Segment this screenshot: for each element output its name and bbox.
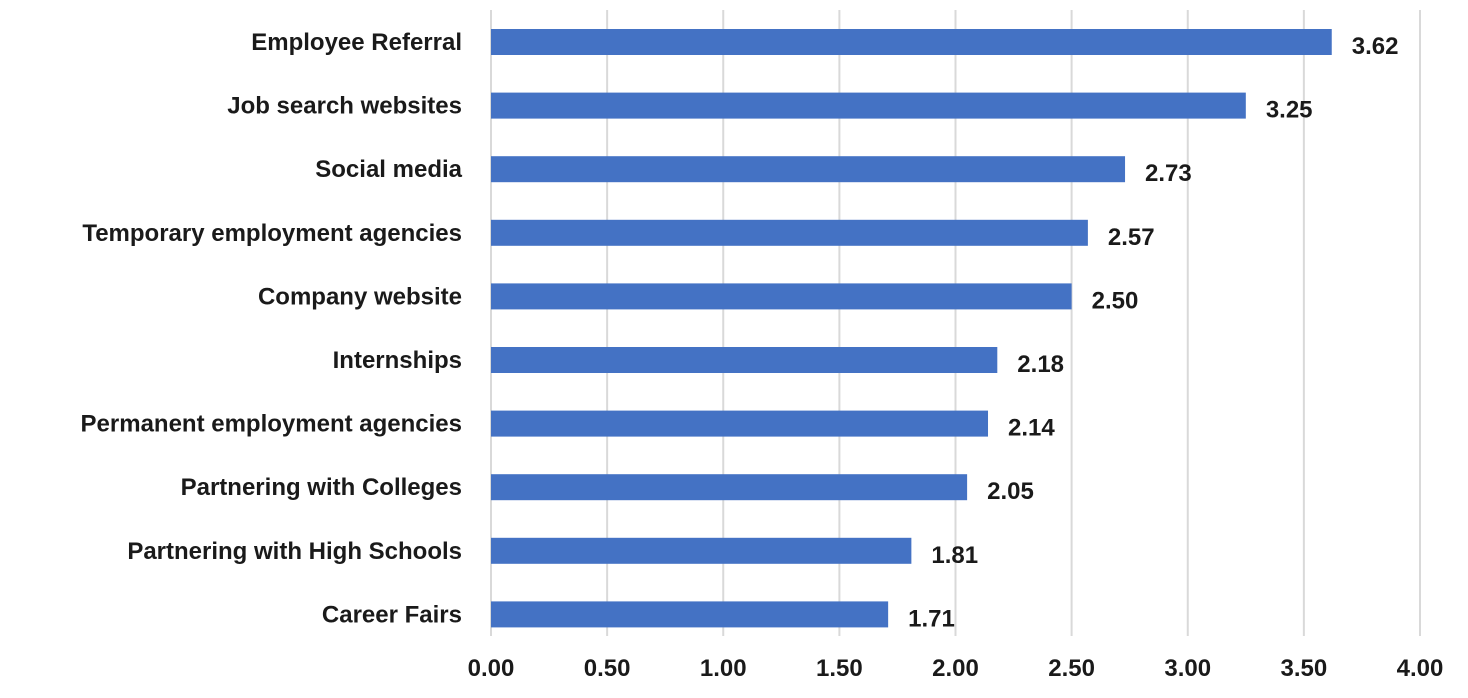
data-label: 2.18 bbox=[1017, 351, 1064, 378]
data-label: 2.57 bbox=[1108, 224, 1155, 251]
x-tick-label: 1.00 bbox=[700, 655, 747, 682]
data-label: 1.81 bbox=[931, 542, 978, 569]
bar bbox=[491, 156, 1126, 183]
data-label: 1.71 bbox=[908, 605, 955, 632]
x-axis-tick-labels: 0.00 0.50 1.00 1.50 2.00 2.50 3.00 3.50 4.00 bbox=[468, 655, 1444, 682]
data-label: 2.14 bbox=[1008, 415, 1055, 442]
value-labels: 3.62 3.25 2.73 2.57 2.50 2.18 2.14 2.05 1.81 1.71 bbox=[908, 33, 1398, 632]
bars bbox=[491, 29, 1332, 628]
data-label: 3.62 bbox=[1352, 33, 1399, 60]
x-tick-label: 0.00 bbox=[468, 655, 515, 682]
bar bbox=[491, 219, 1088, 246]
x-tick-label: 0.50 bbox=[584, 655, 631, 682]
category-label: Employee Referral bbox=[251, 29, 462, 56]
category-label: Permanent employment agencies bbox=[81, 411, 462, 438]
data-label: 2.50 bbox=[1092, 287, 1139, 314]
bar bbox=[491, 537, 912, 564]
bar bbox=[491, 29, 1332, 55]
x-tick-label: 2.50 bbox=[1048, 655, 1095, 682]
x-tick-label: 2.00 bbox=[932, 655, 979, 682]
bar bbox=[491, 474, 968, 501]
category-label: Partnering with Colleges bbox=[181, 474, 462, 501]
x-tick-label: 4.00 bbox=[1397, 655, 1444, 682]
bar bbox=[491, 601, 889, 628]
category-label: Career Fairs bbox=[322, 601, 462, 628]
category-labels: Employee Referral Job search websites Soci… bbox=[81, 29, 463, 628]
category-label: Job search websites bbox=[227, 93, 462, 120]
bar bbox=[491, 347, 998, 373]
data-label: 2.73 bbox=[1145, 160, 1192, 187]
bar bbox=[491, 283, 1072, 310]
category-label: Company website bbox=[258, 283, 462, 310]
x-tick-label: 3.00 bbox=[1164, 655, 1211, 682]
category-label: Partnering with High Schools bbox=[127, 538, 462, 565]
data-label: 3.25 bbox=[1266, 97, 1313, 124]
bar bbox=[491, 410, 989, 437]
category-label: Social media bbox=[315, 156, 462, 183]
category-label: Internships bbox=[333, 347, 462, 374]
x-tick-label: 3.50 bbox=[1281, 655, 1328, 682]
category-label: Temporary employment agencies bbox=[82, 220, 462, 247]
data-label: 2.05 bbox=[987, 478, 1034, 505]
x-tick-label: 1.50 bbox=[816, 655, 863, 682]
bar bbox=[491, 92, 1246, 119]
